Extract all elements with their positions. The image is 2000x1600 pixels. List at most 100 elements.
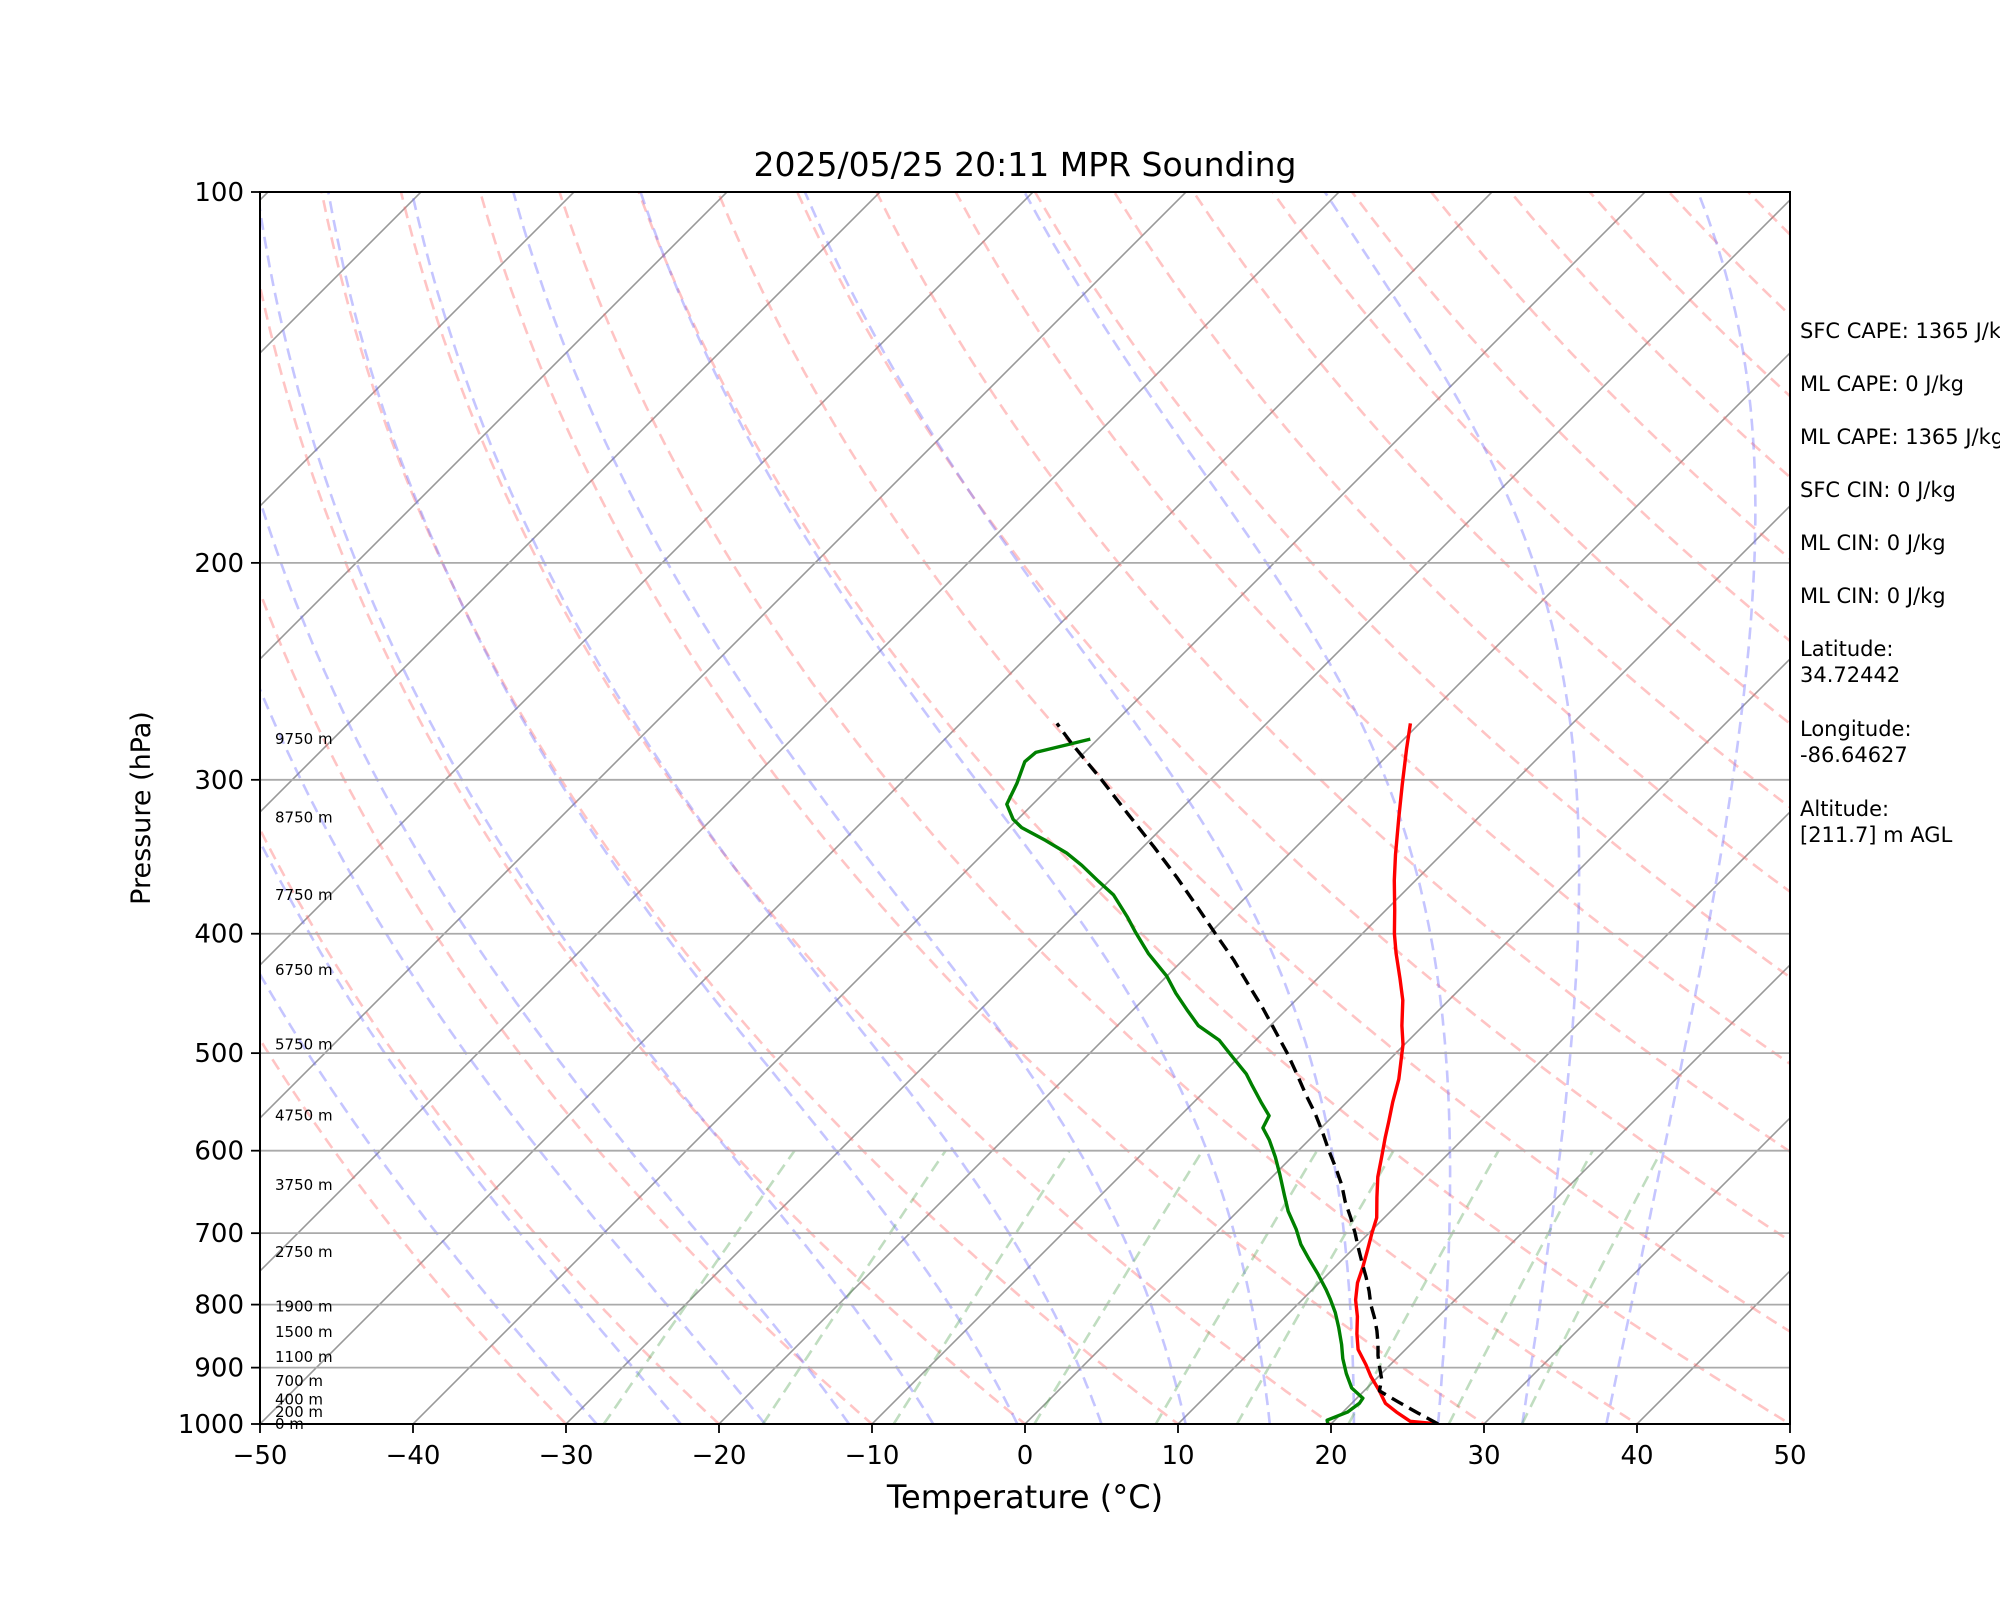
isotherm-line [1023, 657, 1790, 1424]
mixing-ratio-line [1154, 1150, 1319, 1424]
height-label: 9750 m [275, 730, 333, 748]
y-tick-label: 100 [194, 178, 244, 208]
stat-text: SFC CIN: 0 J/kg [1800, 478, 1956, 502]
moist-adiabat [326, 192, 1019, 1424]
isotherm-line [260, 192, 1341, 1273]
isotherm-line [564, 198, 1790, 1424]
isotherm-line [411, 192, 1647, 1424]
x-tick-label: 10 [1161, 1441, 1194, 1471]
isotherm-line [260, 192, 1494, 1424]
dry-adiabat [716, 192, 1790, 1334]
isotherm-line [260, 192, 882, 814]
stat-text: ML CIN: 0 J/kg [1800, 584, 1946, 608]
isotherm-line [1482, 1116, 1790, 1424]
y-tick-label: 200 [194, 549, 244, 579]
isotherm-line [0, 165, 142, 1451]
isotherm-line [260, 192, 729, 661]
height-label: 7750 m [275, 886, 333, 904]
x-tick-label: −40 [386, 1441, 441, 1471]
height-label: 3750 m [275, 1176, 333, 1194]
height-label: 1900 m [275, 1298, 333, 1316]
y-axis-ticks: 100 200 300 400 500 600 700 800 900 1000 [178, 178, 260, 1440]
dry-adiabat [260, 588, 874, 1424]
x-tick-label: 50 [1773, 1441, 1806, 1471]
y-tick-label: 700 [194, 1219, 244, 1249]
moist-adiabat [260, 971, 598, 1424]
height-label: 4750 m [275, 1107, 333, 1125]
x-tick-label: −50 [233, 1441, 288, 1471]
moist-adiabat [1605, 192, 1757, 1424]
x-tick-label: 0 [1017, 1441, 1034, 1471]
x-tick-label: 20 [1314, 1441, 1347, 1471]
stat-text: Altitude: [211.7] m AGL [1800, 797, 1953, 847]
dry-adiabat [399, 192, 1334, 1424]
mixing-ratio-line [892, 1149, 1071, 1424]
height-label: 1100 m [275, 1348, 333, 1366]
y-tick-label: 800 [194, 1291, 244, 1321]
moist-adiabat [1022, 192, 1452, 1424]
temperature-profile [1353, 723, 1439, 1424]
dry-adiabat [260, 1036, 568, 1424]
y-tick-label: 300 [194, 766, 244, 796]
height-label: 5750 m [275, 1036, 333, 1054]
y-tick-label: 500 [194, 1039, 244, 1069]
dry-adiabat [558, 192, 1640, 1424]
dry-adiabat [478, 192, 1487, 1424]
stat-text: Longitude: -86.64627 [1800, 717, 1912, 767]
mixing-ratio-line [1447, 1150, 1594, 1424]
isotherm-line [260, 192, 1035, 967]
dry-adiabat [1191, 192, 1790, 809]
isotherm-line [1329, 963, 1790, 1424]
height-label: 400 m [275, 1390, 323, 1408]
x-tick-label: −30 [539, 1441, 594, 1471]
moist-adiabat [260, 201, 935, 1424]
y-tick-label: 1000 [178, 1410, 244, 1440]
dry-adiabat [1271, 192, 1790, 726]
stat-text: Latitude: 34.72442 [1800, 637, 1901, 687]
moist-adiabat [511, 192, 1187, 1424]
stat-text: ML CAPE: 0 J/kg [1800, 372, 1965, 396]
isotherm-line [260, 192, 423, 355]
moist-adiabat [260, 496, 851, 1424]
stat-text: ML CIN: 0 J/kg [1800, 531, 1946, 555]
chart-title: 2025/05/25 20:11 MPR Sounding [753, 145, 1296, 184]
x-tick-label: −20 [692, 1441, 747, 1471]
plot-frame [259, 191, 1791, 1425]
stat-text: ML CAPE: 1365 J/kg [1800, 425, 2000, 449]
height-label: 6750 m [275, 961, 333, 979]
isotherm-line [717, 351, 1790, 1424]
dry-adiabat [795, 192, 1790, 1243]
isotherm-line [1176, 810, 1790, 1424]
dry-adiabat [320, 192, 1181, 1424]
dry-adiabat [260, 826, 721, 1424]
moist-adiabat [410, 192, 1103, 1424]
height-label: 200 m [275, 1403, 323, 1421]
x-tick-label: 30 [1467, 1441, 1500, 1471]
dry-adiabat [637, 192, 1790, 1424]
parcel-profile [1055, 722, 1439, 1424]
mixing-ratio-line [1033, 1150, 1204, 1424]
height-label: 8750 m [275, 809, 333, 827]
moist-adiabat [639, 192, 1272, 1424]
x-axis-ticks: −50 −40 −30 −20 −10 0 10 20 30 40 50 [233, 1424, 1807, 1471]
dry-adiabat [875, 192, 1790, 1154]
background-lines [0, 165, 1790, 1451]
moist-adiabat [803, 192, 1356, 1424]
stat-text: SFC CAPE: 1365 J/kg [1800, 319, 2000, 343]
x-tick-label: −10 [845, 1441, 900, 1471]
moist-adiabat [260, 838, 682, 1424]
x-axis-label: Temperature (°C) [886, 1478, 1163, 1516]
sounding-profiles [1005, 722, 1439, 1424]
dry-adiabat [260, 279, 1028, 1424]
height-label: 1500 m [275, 1323, 333, 1341]
isotherm-line [260, 192, 576, 508]
pressure-gridlines [260, 192, 1790, 1424]
mixing-ratio-line [602, 1149, 796, 1424]
y-tick-label: 400 [194, 920, 244, 950]
moist-adiabat [1323, 192, 1581, 1424]
height-label: 2750 m [275, 1243, 333, 1261]
y-tick-label: 900 [194, 1354, 244, 1384]
dewpoint-profile [1005, 737, 1365, 1424]
